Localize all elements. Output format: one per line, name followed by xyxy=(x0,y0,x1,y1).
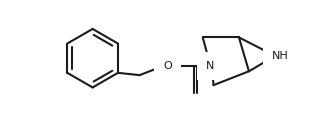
Text: N: N xyxy=(206,61,215,71)
Text: O: O xyxy=(163,61,172,71)
Text: NH: NH xyxy=(272,51,289,61)
